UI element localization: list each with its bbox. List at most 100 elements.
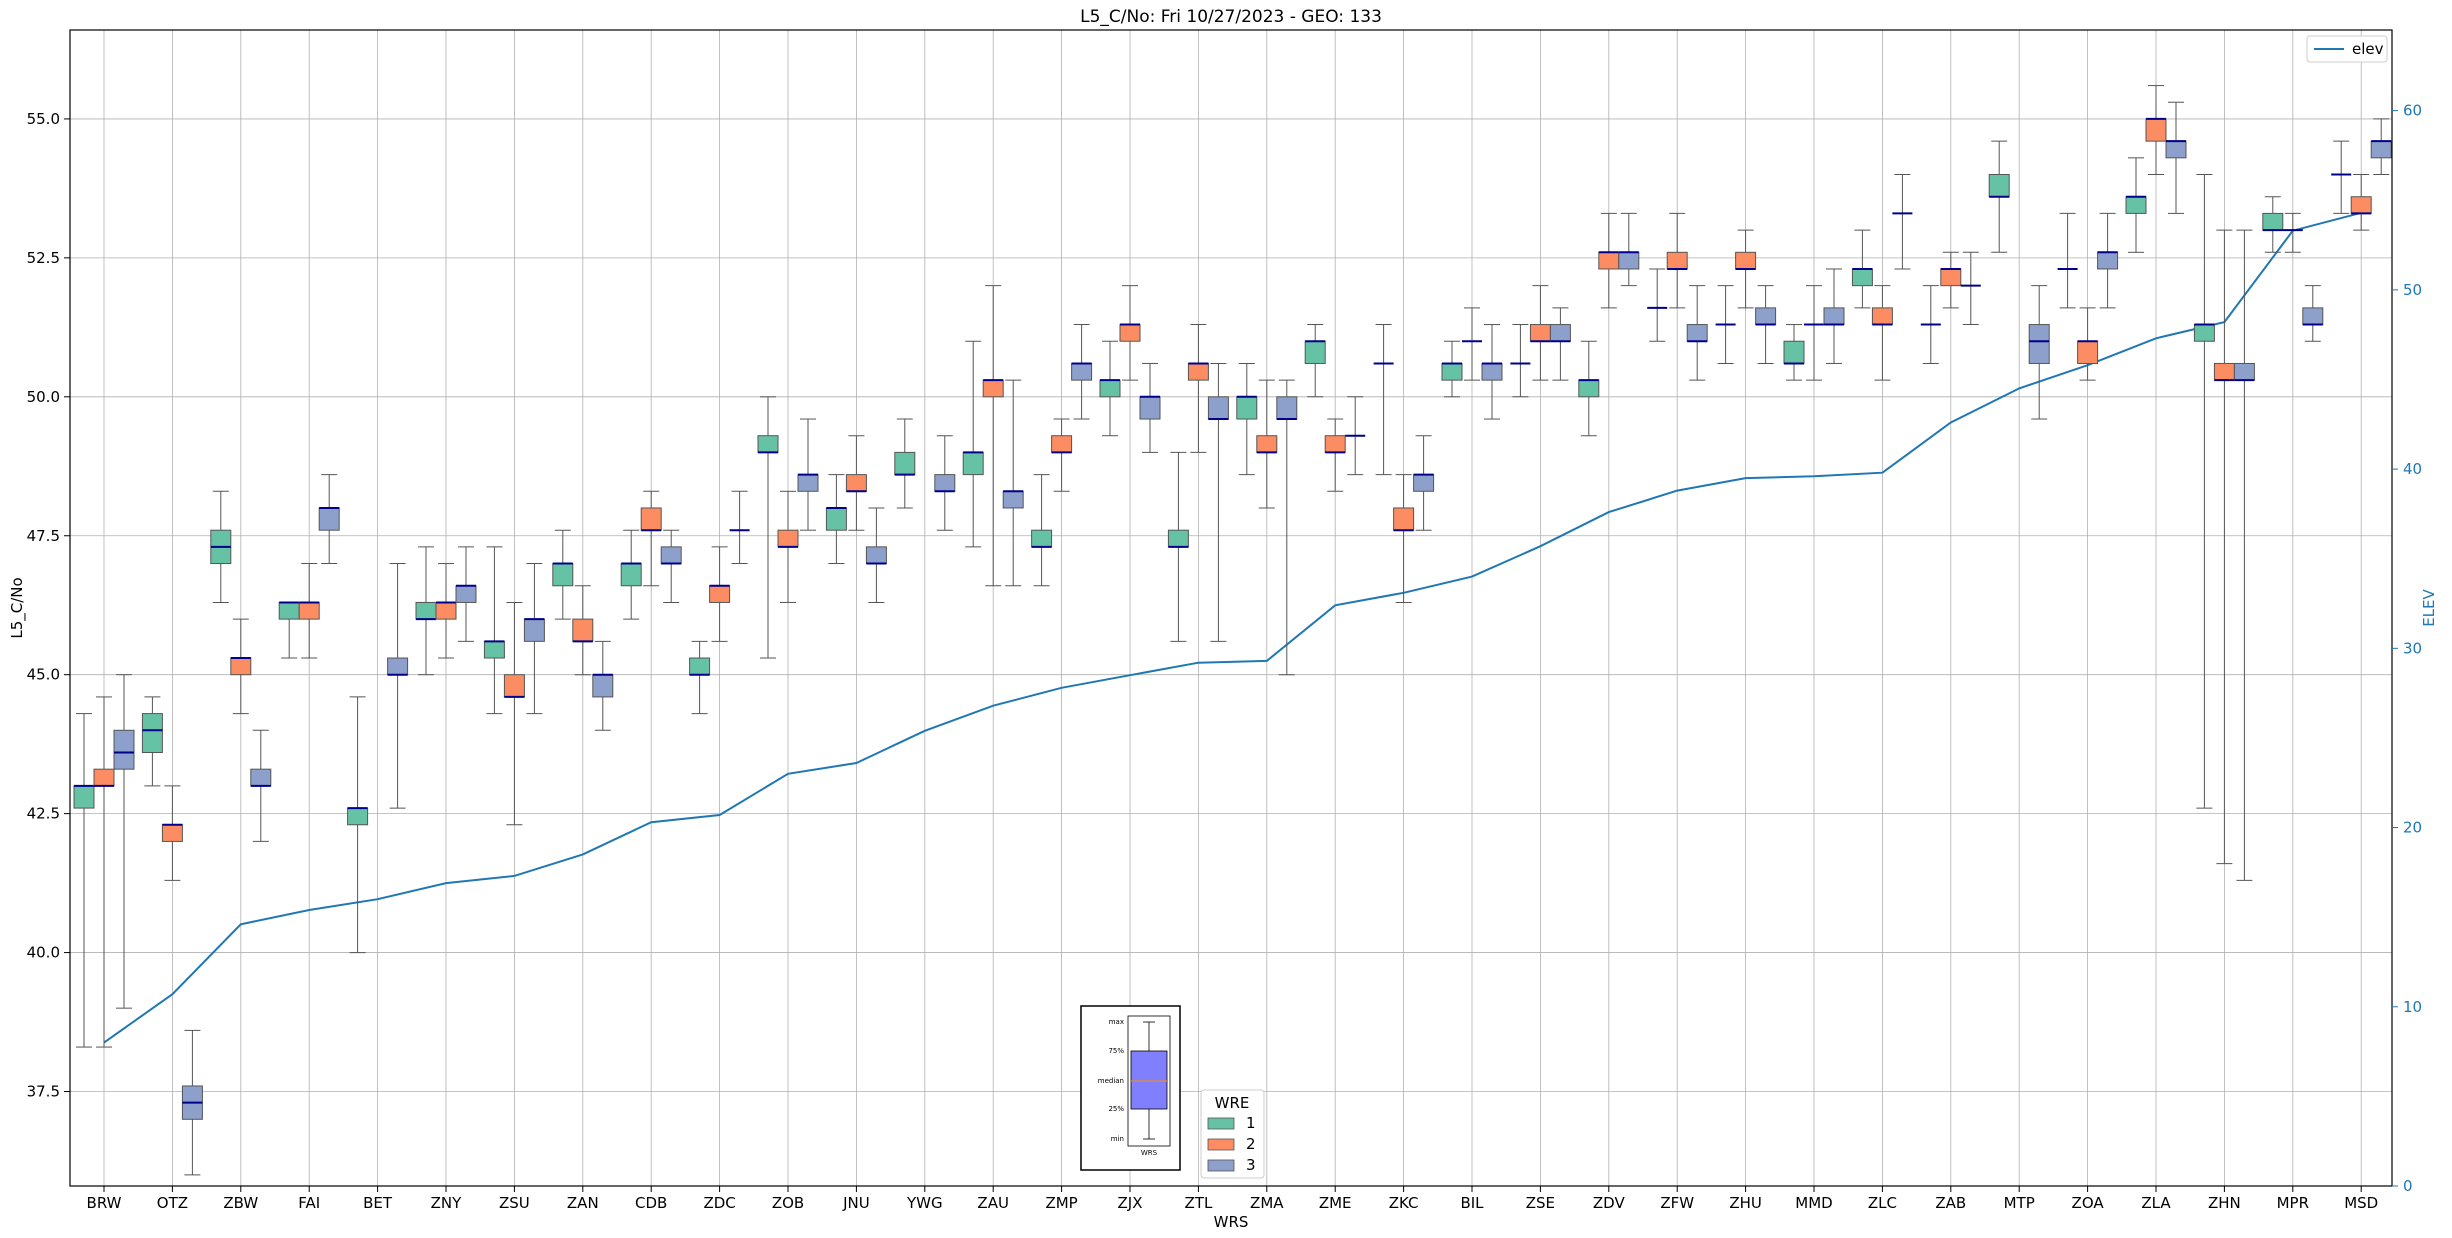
box-zhn-wre1: [2193, 174, 2215, 809]
inset-box: [1130, 1050, 1168, 1110]
box-bet-wre1: [347, 696, 369, 954]
wre-legend: WRE 1 2 3: [1200, 1089, 1265, 1179]
box-body: [894, 451, 916, 476]
box-msd-wre2: [2350, 174, 2372, 231]
box-body: [1002, 490, 1024, 509]
box-body: [1549, 324, 1571, 342]
box-body: [2077, 340, 2099, 364]
box-body: [2262, 212, 2284, 231]
box-cdb-wre2: [640, 490, 662, 587]
box-body: [1529, 324, 1551, 342]
box-zme-wre3: [1345, 396, 1366, 476]
box-zan-wre2: [572, 585, 594, 676]
box-jnu-wre3: [865, 507, 887, 603]
box-zau-wre1: [962, 340, 984, 548]
box-body: [1324, 435, 1346, 453]
box-body: [1686, 324, 1708, 342]
box-zkc-wre3: [1413, 435, 1435, 531]
box-body: [2125, 196, 2147, 214]
box-brw-wre2: [93, 696, 115, 1048]
y-tick-label: 37.5: [27, 1083, 60, 1101]
box-zob-wre2: [777, 490, 799, 603]
x-tick-label-fai: FAI: [298, 1194, 320, 1212]
box-body: [2165, 140, 2187, 159]
box-body: [230, 657, 252, 676]
x-tick-label-ztl: ZTL: [1185, 1194, 1213, 1212]
box-fai-wre1: [278, 601, 300, 659]
x-tick-label-zkc: ZKC: [1389, 1194, 1419, 1212]
box-zoa-wre3: [2097, 212, 2119, 309]
box-body: [2097, 251, 2119, 270]
box-msd-wre1: [2331, 140, 2352, 214]
box-body: [689, 657, 711, 676]
elev-legend-frame: [2306, 35, 2388, 63]
box-zla-wre1: [2125, 157, 2147, 253]
x-axis-label: WRS: [1214, 1213, 1249, 1231]
box-body: [1256, 435, 1278, 453]
chart-title: L5_C/No: Fri 10/27/2023 - GEO: 133: [1080, 7, 1382, 27]
box-body: [797, 474, 819, 492]
plot-frame: [69, 29, 2393, 1187]
y-axis-left: 37.5 40.0 42.5 45.0 47.5 50.0 52.5 55.0: [27, 110, 70, 1101]
x-tick-label-mtp: MTP: [2004, 1194, 2035, 1212]
box-body: [845, 474, 867, 492]
box-msd-wre3: [2370, 118, 2392, 175]
box-zla-wre3: [2165, 101, 2187, 214]
box-zoa-wre2: [2077, 307, 2099, 381]
box-body: [962, 451, 984, 476]
x-tick-label-bet: BET: [363, 1194, 393, 1212]
x-tick-label-zdc: ZDC: [703, 1194, 735, 1212]
box-ztl-wre2: [1187, 324, 1209, 453]
box-zob-wre1: [757, 396, 779, 659]
box-zob-wre3: [797, 418, 819, 531]
box-body: [1940, 268, 1962, 287]
box-zla-wre2: [2145, 85, 2167, 175]
box-zme-wre2: [1324, 418, 1346, 492]
box-bet-wre3: [387, 563, 409, 809]
x-tick-label-ywg: YWG: [906, 1194, 943, 1212]
x-tick-label-zhu: ZHU: [1729, 1194, 1762, 1212]
x-tick-label-zau: ZAU: [977, 1194, 1009, 1212]
box-body: [1783, 340, 1805, 364]
box-zhu-wre2: [1735, 229, 1757, 309]
box-body: [1578, 379, 1600, 398]
wre-legend-label-2: 2: [1246, 1135, 1256, 1153]
box-ywg-wre1: [894, 418, 916, 509]
box-body: [1851, 268, 1873, 287]
elev-line: [103, 211, 2362, 1044]
box-cdb-wre1: [620, 529, 642, 620]
box-mtp-wre1: [1988, 140, 2010, 253]
box-body: [592, 674, 614, 698]
x-tick-label-jnu: JNU: [842, 1194, 870, 1212]
box-zmp-wre2: [1051, 418, 1073, 492]
x-tick-label-zbw: ZBW: [223, 1194, 258, 1212]
box-body: [1051, 435, 1073, 453]
x-tick-label-zfw: ZFW: [1660, 1194, 1694, 1212]
y2-axis-label: ELEV: [2420, 588, 2438, 626]
box-body: [2302, 307, 2324, 326]
wre-legend-swatch-1: [1207, 1117, 1235, 1130]
y-tick-label: 50.0: [27, 388, 60, 406]
box-bil-wre3: [1481, 324, 1503, 420]
x-tick-label-brw: BRW: [87, 1194, 122, 1212]
y-tick-label: 47.5: [27, 527, 60, 545]
inset-label-median: median: [1098, 1077, 1124, 1085]
box-jnu-wre1: [825, 474, 847, 565]
box-zjx-wre3: [1139, 362, 1161, 453]
box-body: [2028, 324, 2050, 364]
box-zsu-wre3: [523, 563, 545, 715]
x-tick-label-otz: OTZ: [157, 1194, 188, 1212]
box-body: [1304, 340, 1326, 364]
box-zbw-wre3: [250, 729, 272, 842]
box-zny-wre1: [415, 546, 437, 676]
box-cdb-wre3: [660, 529, 682, 603]
box-body: [250, 768, 272, 787]
x-tick-label-zla: ZLA: [2141, 1194, 2171, 1212]
x-tick-label-zob: ZOB: [772, 1194, 804, 1212]
box-body: [1666, 251, 1688, 270]
box-body: [2145, 118, 2167, 142]
box-body: [1119, 324, 1141, 342]
box-body: [777, 529, 799, 548]
